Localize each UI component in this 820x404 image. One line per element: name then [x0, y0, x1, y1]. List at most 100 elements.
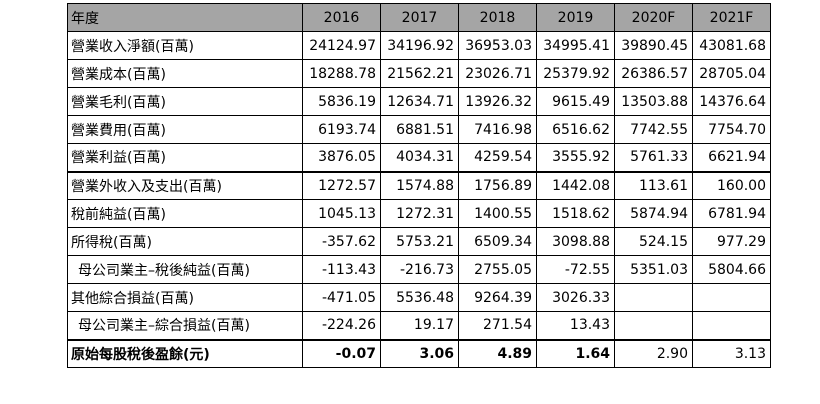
table-cell: 13.43: [536, 311, 615, 340]
table-cell: -72.55: [536, 255, 615, 284]
table-cell: 23026.71: [458, 59, 537, 88]
table-cell: -113.43: [302, 255, 381, 284]
table-cell: 5753.21: [380, 227, 459, 256]
table-row: 所得稅(百萬) -357.62 5753.21 6509.34 3098.88 …: [67, 227, 771, 256]
table-cell: -0.07: [302, 338, 381, 368]
table-cell: 5536.48: [380, 283, 459, 312]
financial-table-container: 年度 2016 2017 2018 2019 2020F 2021F 營業收入淨…: [67, 3, 771, 368]
table-cell: 113.61: [614, 170, 693, 200]
table-cell: 2755.05: [458, 255, 537, 284]
table-row: 母公司業主–綜合損益(百萬) -224.26 19.17 271.54 13.4…: [67, 311, 771, 340]
table-cell: 7754.70: [692, 115, 771, 144]
table-cell: 39890.45: [614, 31, 693, 60]
header-row: 年度 2016 2017 2018 2019 2020F 2021F: [67, 3, 771, 32]
table-cell: 160.00: [692, 170, 771, 200]
table-row: 營業利益(百萬) 3876.05 4034.31 4259.54 3555.92…: [67, 143, 771, 172]
table-cell: 1045.13: [302, 199, 381, 228]
table-cell: -471.05: [302, 283, 381, 312]
table-cell: 4034.31: [380, 143, 459, 172]
table-cell: 14376.64: [692, 87, 771, 116]
table-cell: 1756.89: [458, 170, 537, 200]
table-cell: 5351.03: [614, 255, 693, 284]
row-label: 營業費用(百萬): [67, 115, 303, 144]
header-cell: 年度: [67, 3, 303, 32]
table-cell: 6193.74: [302, 115, 381, 144]
table-cell: 4259.54: [458, 143, 537, 172]
table-row: 營業成本(百萬) 18288.78 21562.21 23026.71 2537…: [67, 59, 771, 88]
header-cell: 2020F: [614, 3, 693, 32]
row-label: 稅前純益(百萬): [67, 199, 303, 228]
table-cell: 5874.94: [614, 199, 693, 228]
table-cell: 3026.33: [536, 283, 615, 312]
table-cell: 6881.51: [380, 115, 459, 144]
table-cell: 21562.21: [380, 59, 459, 88]
table-cell: 5804.66: [692, 255, 771, 284]
table-cell: 43081.68: [692, 31, 771, 60]
table-cell: 5836.19: [302, 87, 381, 116]
financial-table: 年度 2016 2017 2018 2019 2020F 2021F 營業收入淨…: [67, 3, 771, 368]
row-label: 營業毛利(百萬): [67, 87, 303, 116]
table-cell: 7742.55: [614, 115, 693, 144]
table-row: 營業毛利(百萬) 5836.19 12634.71 13926.32 9615.…: [67, 87, 771, 116]
header-cell: 2021F: [692, 3, 771, 32]
table-cell: 3876.05: [302, 143, 381, 172]
header-cell: 2016: [302, 3, 381, 32]
table-cell: 13503.88: [614, 87, 693, 116]
row-label: 營業收入淨額(百萬): [67, 31, 303, 60]
table-cell: 1.64: [536, 338, 615, 368]
table-cell: 2.90: [614, 338, 693, 368]
table-cell: -224.26: [302, 311, 381, 340]
table-row: 原始每股稅後盈餘(元) -0.07 3.06 4.89 1.64 2.90 3.…: [67, 338, 771, 368]
row-label: 營業利益(百萬): [67, 143, 303, 172]
header-cell: 2019: [536, 3, 615, 32]
table-row: 稅前純益(百萬) 1045.13 1272.31 1400.55 1518.62…: [67, 199, 771, 228]
table-cell: 24124.97: [302, 31, 381, 60]
table-row: 營業費用(百萬) 6193.74 6881.51 7416.98 6516.62…: [67, 115, 771, 144]
table-row: 營業收入淨額(百萬) 24124.97 34196.92 36953.03 34…: [67, 31, 771, 60]
table-cell: 1518.62: [536, 199, 615, 228]
table-cell: 9264.39: [458, 283, 537, 312]
table-cell: 271.54: [458, 311, 537, 340]
table-cell: 1272.57: [302, 170, 381, 200]
table-cell: [692, 283, 771, 312]
row-label: 母公司業主–稅後純益(百萬): [67, 255, 303, 284]
table-cell: [692, 311, 771, 340]
table-cell: 9615.49: [536, 87, 615, 116]
table-cell: -216.73: [380, 255, 459, 284]
table-cell: 1574.88: [380, 170, 459, 200]
header-cell: 2017: [380, 3, 459, 32]
table-cell: 977.29: [692, 227, 771, 256]
table-row: 營業外收入及支出(百萬) 1272.57 1574.88 1756.89 144…: [67, 170, 771, 200]
table-cell: 36953.03: [458, 31, 537, 60]
table-cell: 26386.57: [614, 59, 693, 88]
table-cell: 5761.33: [614, 143, 693, 172]
row-label: 營業外收入及支出(百萬): [67, 170, 303, 200]
table-cell: 3098.88: [536, 227, 615, 256]
table-row: 母公司業主–稅後純益(百萬) -113.43 -216.73 2755.05 -…: [67, 255, 771, 284]
table-cell: 19.17: [380, 311, 459, 340]
table-cell: 34196.92: [380, 31, 459, 60]
table-cell: 28705.04: [692, 59, 771, 88]
table-cell: 6621.94: [692, 143, 771, 172]
table-cell: 3555.92: [536, 143, 615, 172]
table-cell: 3.13: [692, 338, 771, 368]
table-cell: -357.62: [302, 227, 381, 256]
row-label: 母公司業主–綜合損益(百萬): [67, 311, 303, 340]
row-label: 其他綜合損益(百萬): [67, 283, 303, 312]
table-cell: 34995.41: [536, 31, 615, 60]
table-cell: 6516.62: [536, 115, 615, 144]
table-cell: 13926.32: [458, 87, 537, 116]
table-cell: [614, 311, 693, 340]
table-cell: 6509.34: [458, 227, 537, 256]
table-cell: 25379.92: [536, 59, 615, 88]
table-cell: 4.89: [458, 338, 537, 368]
table-cell: 1400.55: [458, 199, 537, 228]
table-cell: [614, 283, 693, 312]
row-label: 原始每股稅後盈餘(元): [67, 338, 303, 368]
table-cell: 1272.31: [380, 199, 459, 228]
table-cell: 7416.98: [458, 115, 537, 144]
table-cell: 18288.78: [302, 59, 381, 88]
header-cell: 2018: [458, 3, 537, 32]
table-cell: 1442.08: [536, 170, 615, 200]
table-cell: 12634.71: [380, 87, 459, 116]
